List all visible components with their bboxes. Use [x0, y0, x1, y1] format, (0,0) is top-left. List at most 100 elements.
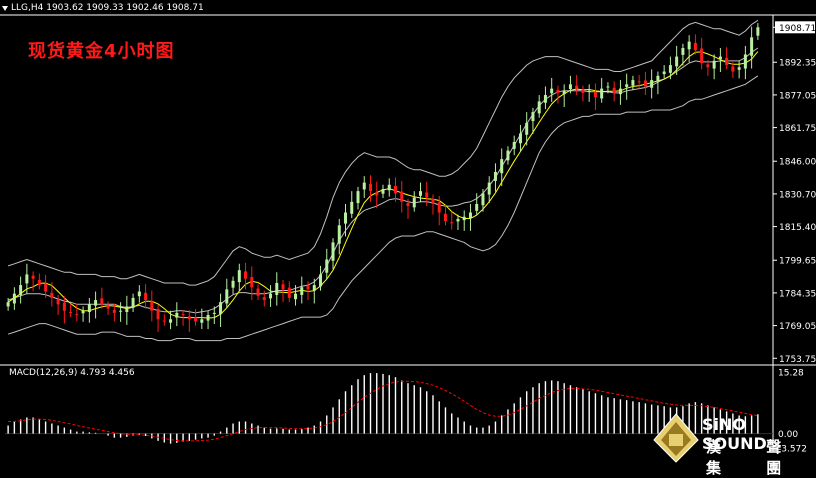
candle-body	[550, 88, 554, 94]
candle-body	[250, 276, 254, 288]
candle-body	[381, 189, 385, 194]
candle-body	[718, 56, 722, 60]
candle-body	[700, 48, 704, 63]
candle-body	[256, 288, 260, 296]
candle-body	[12, 293, 16, 304]
bollinger-lower-band	[7, 75, 759, 342]
y-tick-label: 1892.35	[779, 59, 816, 69]
candle-body	[481, 193, 485, 206]
candle-body	[206, 315, 210, 321]
candle-body	[306, 285, 310, 290]
candle-body	[187, 316, 191, 320]
candle-body	[750, 37, 754, 56]
y-tick-label: 1846.00	[779, 158, 816, 168]
candle-body	[312, 285, 316, 291]
y-tick-label: 1830.70	[779, 190, 816, 200]
symbol-info: LLG,H4 1903.62 1909.33 1902.46 1908.71	[11, 3, 204, 13]
candle-body	[125, 306, 129, 313]
candle-body	[681, 48, 685, 55]
candle-body	[537, 101, 541, 114]
candle-body	[6, 302, 10, 307]
candle-body	[500, 159, 504, 174]
sino-sound-logo-icon	[653, 413, 699, 463]
candle-body	[106, 305, 110, 309]
macd-label: MACD(12,26,9) 4.793 4.456	[9, 368, 135, 378]
candle-body	[437, 202, 441, 213]
candle-body	[393, 186, 397, 194]
candle-body	[562, 90, 566, 95]
bollinger-upper-band	[7, 19, 759, 286]
candle-body	[725, 57, 729, 66]
y-tick-label: 1861.75	[779, 124, 816, 134]
candle-body	[200, 319, 204, 323]
candle-body	[406, 203, 410, 207]
candle-body	[237, 270, 241, 283]
candle-body	[369, 183, 373, 192]
watermark-sub: 漢 聲 集 團	[706, 438, 802, 477]
candle-body	[337, 225, 341, 244]
candle-body	[475, 203, 479, 211]
candle-body	[375, 192, 379, 196]
candle-body	[69, 312, 73, 314]
candle-body	[600, 88, 604, 99]
candle-body	[506, 150, 510, 161]
candle-body	[175, 312, 179, 318]
candle-body	[531, 112, 535, 122]
candle-body	[25, 274, 29, 284]
y-tick-label: 1877.05	[779, 91, 816, 101]
macd-signal-line	[8, 380, 758, 442]
candle-body	[712, 60, 716, 69]
candle-body	[431, 198, 435, 204]
candle-body	[581, 89, 585, 93]
candle-body	[656, 75, 660, 82]
candle-body	[487, 182, 491, 195]
candle-body	[219, 302, 223, 315]
candle-body	[362, 182, 366, 190]
candle-body	[456, 218, 460, 222]
candle-body	[425, 192, 429, 198]
candle-body	[650, 80, 654, 88]
candle-body	[637, 81, 641, 83]
watermark-brand: SiNO SOUND	[702, 415, 767, 453]
candle-body	[743, 54, 747, 69]
candle-body	[612, 87, 616, 93]
candle-body	[181, 314, 185, 316]
candle-body	[94, 300, 98, 306]
candle-body	[50, 292, 54, 298]
chart-title: 现货黄金4小时图	[28, 41, 175, 62]
candle-body	[412, 197, 416, 208]
candle-body	[269, 293, 273, 299]
candle-body	[162, 320, 166, 322]
candle-body	[643, 80, 647, 87]
candle-body	[668, 65, 672, 73]
candle-body	[418, 191, 422, 196]
candle-body	[212, 312, 216, 314]
candle-body	[525, 122, 529, 135]
candle-body	[662, 71, 666, 75]
candle-body	[462, 216, 466, 221]
candle-body	[194, 317, 198, 322]
candle-body	[144, 292, 148, 301]
candle-body	[606, 86, 610, 88]
current-price-tag	[775, 21, 815, 34]
price-chart[interactable]: 1908.71 1892.35 1877.05 1861.75 1846.00 1830.…	[0, 0, 816, 463]
candle-body	[169, 319, 173, 323]
candle-body	[593, 92, 597, 98]
candle-body	[400, 191, 404, 202]
candle-body	[493, 171, 497, 181]
candle-body	[518, 133, 522, 144]
symbol-dropdown-icon[interactable]	[2, 6, 8, 11]
candle-body	[300, 287, 304, 295]
candle-body	[31, 275, 35, 279]
macd-axis-top: 15.28	[778, 369, 804, 379]
y-tick-label: 1753.75	[779, 355, 816, 365]
candle-body	[468, 212, 472, 219]
candle-body	[225, 289, 229, 304]
candle-body	[344, 212, 348, 224]
candle-body	[450, 222, 454, 224]
candle-body	[631, 80, 635, 86]
candle-body	[512, 142, 516, 149]
candle-body	[575, 85, 579, 89]
candle-body	[81, 310, 85, 314]
